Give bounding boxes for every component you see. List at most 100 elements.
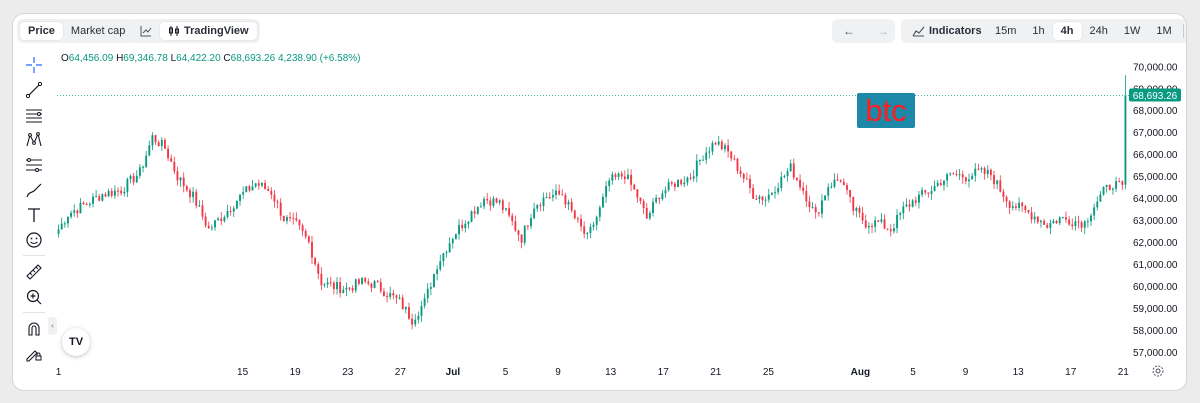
arrow-right-icon: → [877, 24, 889, 38]
x-tick-label: 9 [555, 367, 561, 378]
candle-body [699, 160, 701, 162]
candle-body [980, 168, 983, 170]
candle-body [542, 197, 545, 206]
interval-1m[interactable]: 1M [1156, 25, 1172, 37]
candle-body [824, 195, 827, 201]
candle-body [914, 200, 917, 203]
collapse-toolbar-button[interactable]: ‹ [48, 317, 57, 335]
candle-body [1099, 194, 1102, 202]
candle-body [983, 168, 986, 174]
candle-body [1124, 95, 1127, 185]
candle-body [576, 218, 579, 220]
candle-body [833, 179, 836, 187]
tradingview-button[interactable]: TradingView [160, 22, 257, 40]
candle-body [623, 176, 626, 180]
indicators-icon [912, 26, 925, 36]
candle-body [598, 207, 601, 217]
candle-body [1055, 220, 1058, 224]
candle-body [473, 211, 476, 214]
candle-body [117, 190, 119, 192]
candle-body [789, 163, 792, 172]
x-tick-label: 13 [1013, 367, 1025, 378]
ruler-tool[interactable] [19, 259, 49, 284]
candle-body [439, 261, 442, 270]
crosshair-tool[interactable] [19, 52, 49, 77]
interval-1h[interactable]: 1h [1032, 25, 1045, 37]
emoji-tool[interactable] [19, 227, 49, 252]
candle-body [357, 279, 360, 284]
pattern-tool[interactable] [19, 127, 49, 152]
back-button[interactable]: ← [835, 22, 863, 40]
interval-4h[interactable]: 4h [1052, 22, 1082, 40]
high-label: H [116, 53, 124, 64]
candle-body [1033, 216, 1036, 220]
candle-body [648, 212, 651, 219]
candle-body [755, 198, 758, 200]
candle-body [727, 145, 730, 152]
forward-button[interactable]: → [869, 22, 897, 40]
chart-settings-gear[interactable] [1150, 363, 1166, 379]
candle-body [414, 319, 417, 325]
candle-body [745, 178, 748, 180]
candle-body [101, 194, 104, 201]
candle-body [783, 176, 786, 178]
candle-body [1046, 224, 1049, 228]
channel-tool[interactable] [19, 102, 49, 127]
candle-body [667, 182, 670, 191]
candle-body [239, 194, 241, 201]
tradingview-logo[interactable]: TV [62, 328, 90, 356]
candle-body [289, 217, 292, 219]
candle-body [958, 174, 961, 176]
candle-body [902, 206, 905, 214]
candle-body [57, 229, 60, 234]
candle-body [602, 196, 604, 208]
y-tick-label: 58,000.00 [1133, 326, 1178, 337]
candle-body [495, 198, 498, 203]
candle-body [614, 174, 617, 177]
channel-icon [26, 109, 42, 122]
line-chart-button[interactable] [132, 22, 160, 40]
candle-body [720, 141, 723, 150]
price-chart[interactable]: 70,000.0069,000.0068,000.0067,000.0066,0… [13, 14, 1187, 391]
x-tick-label: 21 [710, 367, 722, 378]
tab-market-cap[interactable]: Market cap [70, 25, 126, 37]
x-tick-label: Aug [851, 367, 870, 378]
candles-icon [169, 26, 179, 36]
candle-body [611, 174, 614, 181]
magnet-tool[interactable] [19, 316, 49, 341]
candle-body [617, 173, 620, 177]
text-tool[interactable] [19, 202, 49, 227]
trendline-tool[interactable] [19, 77, 49, 102]
y-tick-label: 70,000.00 [1133, 62, 1178, 73]
candle-body [949, 173, 952, 175]
indicators-button[interactable]: Indicators [904, 22, 990, 40]
interval-1w[interactable]: 1W [1123, 25, 1141, 37]
brush-tool[interactable] [19, 177, 49, 202]
candle-body [107, 190, 110, 197]
candle-body [70, 212, 73, 217]
candle-body [63, 223, 66, 225]
y-tick-label: 61,000.00 [1133, 260, 1178, 271]
interval-15m[interactable]: 15m [995, 25, 1017, 37]
candle-body [479, 206, 482, 208]
interval-24h[interactable]: 24h [1089, 25, 1108, 37]
candle-body [1077, 221, 1080, 223]
ruler-icon [26, 263, 42, 280]
zoom-tool[interactable] [19, 284, 49, 309]
candle-body [861, 212, 864, 221]
candle-body [642, 200, 645, 208]
candle-body [1040, 220, 1042, 223]
candle-body [545, 197, 548, 199]
candle-body [620, 173, 623, 177]
candle-body [442, 253, 445, 262]
candle-body [295, 218, 298, 221]
lock-draw-tool[interactable] [19, 341, 49, 366]
candle-body [1108, 184, 1111, 190]
candle-body [946, 174, 949, 181]
candle-body [517, 230, 520, 235]
candle-body [476, 206, 479, 214]
candle-body [846, 185, 848, 190]
candle-body [314, 257, 317, 265]
tab-price[interactable]: Price [20, 22, 63, 40]
fib-tool[interactable] [19, 152, 49, 177]
